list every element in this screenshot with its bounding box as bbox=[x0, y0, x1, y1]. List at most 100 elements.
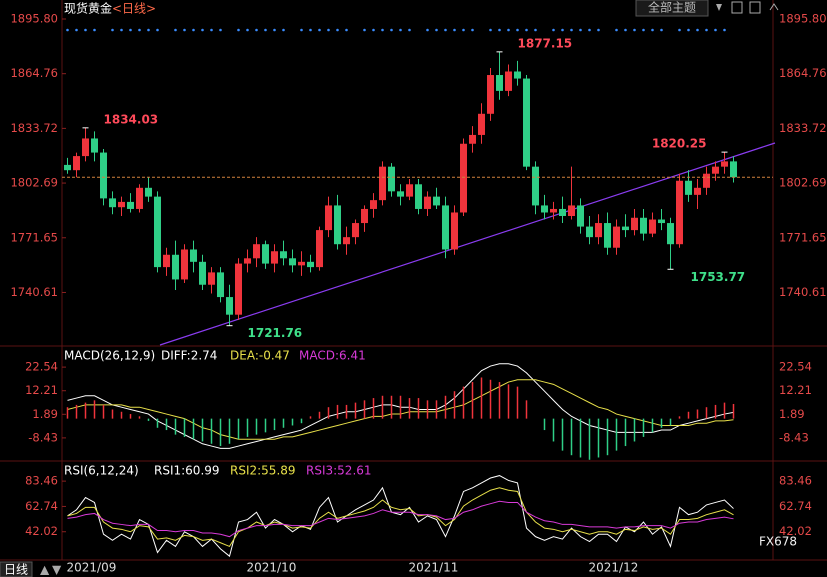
signal-dot bbox=[237, 28, 240, 32]
signal-dot bbox=[498, 28, 501, 32]
signal-dot bbox=[129, 28, 132, 32]
signal-dot bbox=[471, 28, 474, 32]
period-button[interactable] bbox=[0, 561, 33, 577]
candle-body bbox=[361, 208, 368, 224]
signal-dot bbox=[327, 28, 330, 32]
legend-entry: RSI2:55.89 bbox=[230, 464, 296, 478]
trend-line bbox=[159, 142, 776, 346]
candle-body bbox=[82, 138, 89, 157]
y-tick-label: -8.43 bbox=[28, 430, 58, 444]
candle-body bbox=[559, 208, 566, 217]
instrument-title: 现货黄金 bbox=[64, 1, 112, 16]
candle-body bbox=[217, 272, 224, 298]
candle-body bbox=[235, 263, 242, 315]
candle-body bbox=[505, 71, 512, 91]
candle-body bbox=[271, 251, 278, 264]
candle-body bbox=[208, 272, 215, 285]
y-tick-label: 22.54 bbox=[25, 360, 58, 374]
legend-entry: MACD:6.41 bbox=[299, 349, 366, 363]
y-tick-label: 83.46 bbox=[779, 474, 812, 488]
candle-body bbox=[226, 297, 233, 315]
signal-dot bbox=[192, 28, 195, 32]
candle-body bbox=[595, 223, 602, 238]
theme-button-label[interactable]: 全部主题 bbox=[648, 0, 696, 15]
signal-dot bbox=[408, 28, 411, 32]
collapse-icon[interactable] bbox=[769, 3, 779, 11]
y-tick-label: -8.43 bbox=[779, 430, 809, 444]
candle-body bbox=[532, 166, 539, 206]
candle-body bbox=[118, 201, 125, 208]
candle-body bbox=[406, 184, 413, 197]
period-arrows[interactable]: ▼ bbox=[52, 563, 62, 577]
y-tick-label: 1.89 bbox=[32, 407, 58, 421]
y-tick-label: 42.02 bbox=[25, 524, 58, 538]
signal-dot bbox=[264, 28, 267, 32]
extreme-label: 1721.76 bbox=[248, 326, 303, 340]
y-tick-label: 1740.61 bbox=[779, 285, 827, 299]
signal-dot bbox=[156, 28, 159, 32]
candle-body bbox=[154, 196, 161, 268]
extreme-label: 1753.77 bbox=[691, 270, 746, 284]
y-tick-label: 1895.80 bbox=[779, 11, 827, 25]
y-tick-label: 1833.72 bbox=[779, 121, 827, 135]
signal-dot bbox=[651, 28, 654, 32]
candle-body bbox=[469, 134, 476, 144]
signal-dot bbox=[147, 28, 150, 32]
y-tick-label: 1802.69 bbox=[10, 176, 58, 190]
signal-dot bbox=[219, 28, 222, 32]
candle-body bbox=[379, 166, 386, 201]
candle-body bbox=[568, 205, 575, 217]
candle-body bbox=[145, 187, 152, 197]
candle-body bbox=[442, 205, 449, 250]
tool-icon[interactable] bbox=[731, 1, 743, 14]
candle-body bbox=[478, 113, 485, 135]
candle-body bbox=[397, 191, 404, 197]
watermark: FX678 bbox=[759, 535, 797, 549]
signal-dot bbox=[318, 28, 321, 32]
y-tick-label: 83.46 bbox=[25, 474, 58, 488]
signal-dot bbox=[687, 28, 690, 32]
y-tick-label: 1864.76 bbox=[10, 66, 58, 80]
candle-body bbox=[334, 205, 341, 245]
signal-dot bbox=[525, 28, 528, 32]
signal-dot bbox=[183, 28, 186, 32]
candle-body bbox=[640, 217, 647, 234]
signal-dot bbox=[93, 28, 96, 32]
candle-body bbox=[496, 75, 503, 91]
signal-dot bbox=[210, 28, 213, 32]
candle-body bbox=[451, 212, 458, 250]
signal-dot bbox=[255, 28, 258, 32]
candle-body bbox=[631, 217, 638, 231]
y-tick-label: 22.54 bbox=[779, 360, 812, 374]
dropdown-icon[interactable] bbox=[716, 4, 722, 11]
candle-body bbox=[181, 249, 188, 280]
legend-entry: RSI1:60.99 bbox=[154, 464, 220, 478]
candle-body bbox=[370, 200, 377, 209]
theme-button[interactable] bbox=[635, 0, 709, 17]
candle-body bbox=[280, 251, 287, 259]
candle-body bbox=[712, 166, 719, 174]
indicator-line bbox=[67, 487, 734, 548]
candle-body bbox=[388, 166, 395, 192]
period-arrows[interactable]: ▲ bbox=[40, 563, 50, 577]
candle-body bbox=[91, 138, 98, 153]
signal-dot bbox=[615, 28, 618, 32]
signal-dot bbox=[696, 28, 699, 32]
y-tick-label: 42.02 bbox=[779, 524, 812, 538]
indicator-line bbox=[67, 475, 734, 558]
candle-body bbox=[730, 161, 737, 178]
signal-dot bbox=[372, 28, 375, 32]
candle-body bbox=[658, 219, 665, 224]
indicator-title: MACD(26,12,9) bbox=[64, 349, 155, 363]
y-tick-label: 1771.65 bbox=[10, 230, 58, 244]
candle-body bbox=[541, 205, 548, 213]
candle-body bbox=[64, 164, 71, 171]
period-title: <日线> bbox=[112, 2, 156, 16]
signal-dot bbox=[552, 28, 555, 32]
tool-icon[interactable] bbox=[749, 1, 761, 14]
y-tick-label: 1771.65 bbox=[779, 230, 827, 244]
y-tick-label: 12.21 bbox=[25, 383, 58, 397]
signal-dot bbox=[714, 28, 717, 32]
period-button-label[interactable]: 日线 bbox=[4, 563, 28, 577]
